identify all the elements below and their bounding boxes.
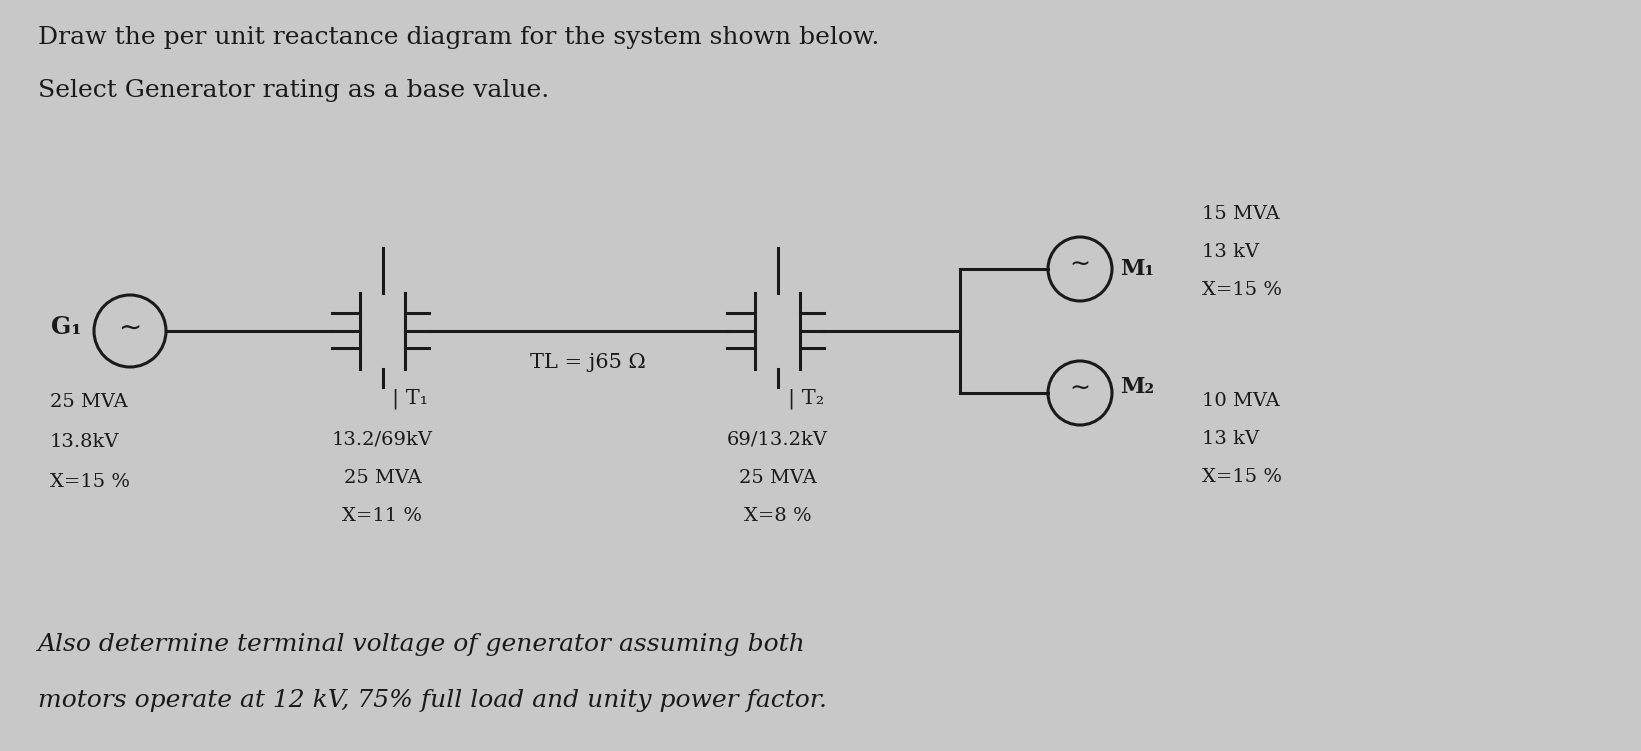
Text: 25 MVA: 25 MVA xyxy=(49,393,128,411)
Text: | T₂: | T₂ xyxy=(788,389,824,409)
Text: 15 MVA: 15 MVA xyxy=(1201,205,1280,223)
Text: 13 kV: 13 kV xyxy=(1201,430,1259,448)
Text: M₂: M₂ xyxy=(1121,376,1154,398)
Text: 13.2/69kV: 13.2/69kV xyxy=(331,431,433,449)
Text: G₁: G₁ xyxy=(51,315,82,339)
Text: 25 MVA: 25 MVA xyxy=(738,469,816,487)
Text: Select Generator rating as a base value.: Select Generator rating as a base value. xyxy=(38,79,550,102)
Text: 10 MVA: 10 MVA xyxy=(1201,392,1280,410)
Text: X=15 %: X=15 % xyxy=(49,473,130,491)
Text: 25 MVA: 25 MVA xyxy=(343,469,422,487)
Text: X=15 %: X=15 % xyxy=(1201,281,1282,299)
Text: ∼: ∼ xyxy=(1070,253,1091,277)
Text: M₁: M₁ xyxy=(1121,258,1154,280)
Text: ∼: ∼ xyxy=(118,314,141,342)
Text: X=8 %: X=8 % xyxy=(743,507,811,525)
Text: | T₁: | T₁ xyxy=(392,389,428,409)
Text: Draw the per unit reactance diagram for the system shown below.: Draw the per unit reactance diagram for … xyxy=(38,26,880,49)
Text: X=11 %: X=11 % xyxy=(343,507,422,525)
Text: TL = j65 Ω: TL = j65 Ω xyxy=(530,353,647,372)
Text: 13 kV: 13 kV xyxy=(1201,243,1259,261)
Text: motors operate at 12 kV, 75% full load and unity power factor.: motors operate at 12 kV, 75% full load a… xyxy=(38,689,827,712)
Text: ∼: ∼ xyxy=(1070,377,1091,401)
Text: 13.8kV: 13.8kV xyxy=(49,433,120,451)
Text: X=15 %: X=15 % xyxy=(1201,468,1282,486)
Text: Also determine terminal voltage of generator assuming both: Also determine terminal voltage of gener… xyxy=(38,633,806,656)
Text: 69/13.2kV: 69/13.2kV xyxy=(727,431,829,449)
